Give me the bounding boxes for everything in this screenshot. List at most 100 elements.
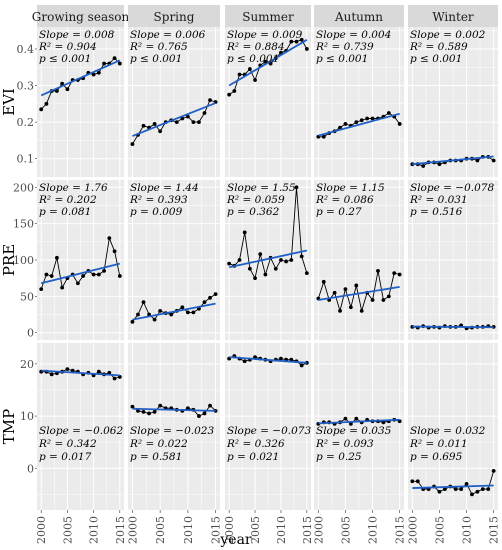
- data-point: [289, 357, 294, 362]
- y-tick-label: 50: [20, 290, 34, 303]
- data-point: [491, 158, 496, 163]
- stat-label: Slope = −0.062: [39, 425, 123, 437]
- stat-label: Slope = −0.023: [130, 425, 214, 437]
- series-line: [412, 470, 495, 495]
- data-point: [55, 89, 59, 93]
- x-tick-label: 2015: [114, 516, 127, 544]
- y-tick-label: 100: [13, 254, 34, 267]
- data-point: [247, 67, 252, 71]
- data-point: [348, 305, 353, 310]
- stat-label: R² = 0.022: [129, 438, 188, 450]
- data-point: [44, 272, 49, 277]
- x-tick-label: 2000: [312, 516, 325, 544]
- data-point: [49, 274, 54, 278]
- x-tick-label: 2000: [406, 516, 419, 544]
- stat-label: Slope = 0.004: [316, 29, 391, 41]
- data-point: [158, 129, 163, 134]
- data-point: [486, 487, 491, 492]
- data-point: [213, 408, 218, 413]
- data-point: [470, 492, 474, 497]
- data-point: [91, 72, 96, 77]
- data-point: [354, 416, 359, 421]
- x-tick-label: 2015: [488, 516, 501, 544]
- data-point: [304, 47, 309, 51]
- data-point: [294, 185, 299, 190]
- data-point: [237, 258, 242, 262]
- data-point: [258, 252, 263, 257]
- data-point: [202, 411, 207, 416]
- data-point: [480, 487, 485, 492]
- stat-label: R² = 0.011: [409, 438, 468, 450]
- series-line: [132, 99, 216, 145]
- stat-label: p = 0.017: [39, 451, 92, 463]
- data-point: [376, 269, 380, 273]
- stat-label: p = 0.516: [410, 206, 463, 218]
- stat-label: R² = 0.031: [409, 194, 468, 206]
- data-point: [227, 92, 232, 97]
- stat-label: Slope = 0.008: [39, 29, 115, 41]
- data-point: [397, 272, 402, 277]
- data-point: [49, 372, 54, 377]
- trend-line: [40, 262, 121, 285]
- data-point: [386, 111, 391, 115]
- data-point: [437, 162, 442, 167]
- x-tick-label: 2005: [433, 516, 446, 544]
- data-point: [370, 116, 375, 121]
- series-line: [317, 270, 400, 313]
- data-point: [237, 72, 242, 77]
- stat-label: Slope = 0.035: [316, 425, 392, 437]
- data-point: [227, 261, 232, 266]
- x-tick-label: 2005: [154, 516, 167, 544]
- data-point: [141, 300, 146, 305]
- strip-0: [37, 5, 124, 27]
- data-point: [208, 98, 212, 103]
- data-point: [65, 87, 70, 92]
- x-tick-label: 2005: [61, 516, 74, 544]
- trend-line: [412, 325, 494, 329]
- y-tick-label: 20: [20, 358, 34, 371]
- data-point: [348, 421, 353, 426]
- data-point: [112, 249, 117, 254]
- data-point: [299, 254, 304, 259]
- data-point: [96, 369, 101, 374]
- trend-line: [318, 418, 400, 425]
- data-point: [464, 482, 469, 486]
- stat-label: p = 0.081: [39, 206, 91, 218]
- stat-label: R² = 0.059: [226, 194, 285, 206]
- data-point: [158, 403, 163, 408]
- data-point: [304, 271, 309, 275]
- stat-label: R² = 0.202: [38, 194, 97, 206]
- data-point: [279, 258, 283, 262]
- trend-line: [228, 39, 308, 87]
- stat-label: Slope = 1.55: [227, 182, 296, 194]
- x-axis-title: year: [219, 532, 252, 548]
- data-point: [191, 310, 196, 315]
- trend-line: [228, 249, 308, 269]
- data-point: [253, 276, 257, 281]
- data-point: [392, 271, 397, 275]
- x-tick-label: 2000: [126, 516, 139, 544]
- data-point: [158, 309, 163, 313]
- stat-label: R² = 0.904: [38, 41, 97, 53]
- data-point: [185, 310, 190, 315]
- stat-label: p = 0.25: [316, 451, 362, 463]
- stat-label: R² = 0.342: [38, 438, 97, 450]
- data-point: [91, 272, 96, 277]
- strip-4: [408, 5, 498, 27]
- data-point: [242, 230, 247, 235]
- stat-label: p ≤ 0.001: [410, 53, 462, 65]
- stat-label: p ≤ 0.001: [130, 53, 182, 65]
- x-tick-label: 2005: [339, 516, 352, 544]
- data-point: [289, 39, 294, 44]
- data-point: [370, 298, 375, 302]
- y-tick-label: 0.4: [17, 43, 35, 56]
- trend-line: [229, 356, 307, 364]
- data-point: [410, 479, 415, 484]
